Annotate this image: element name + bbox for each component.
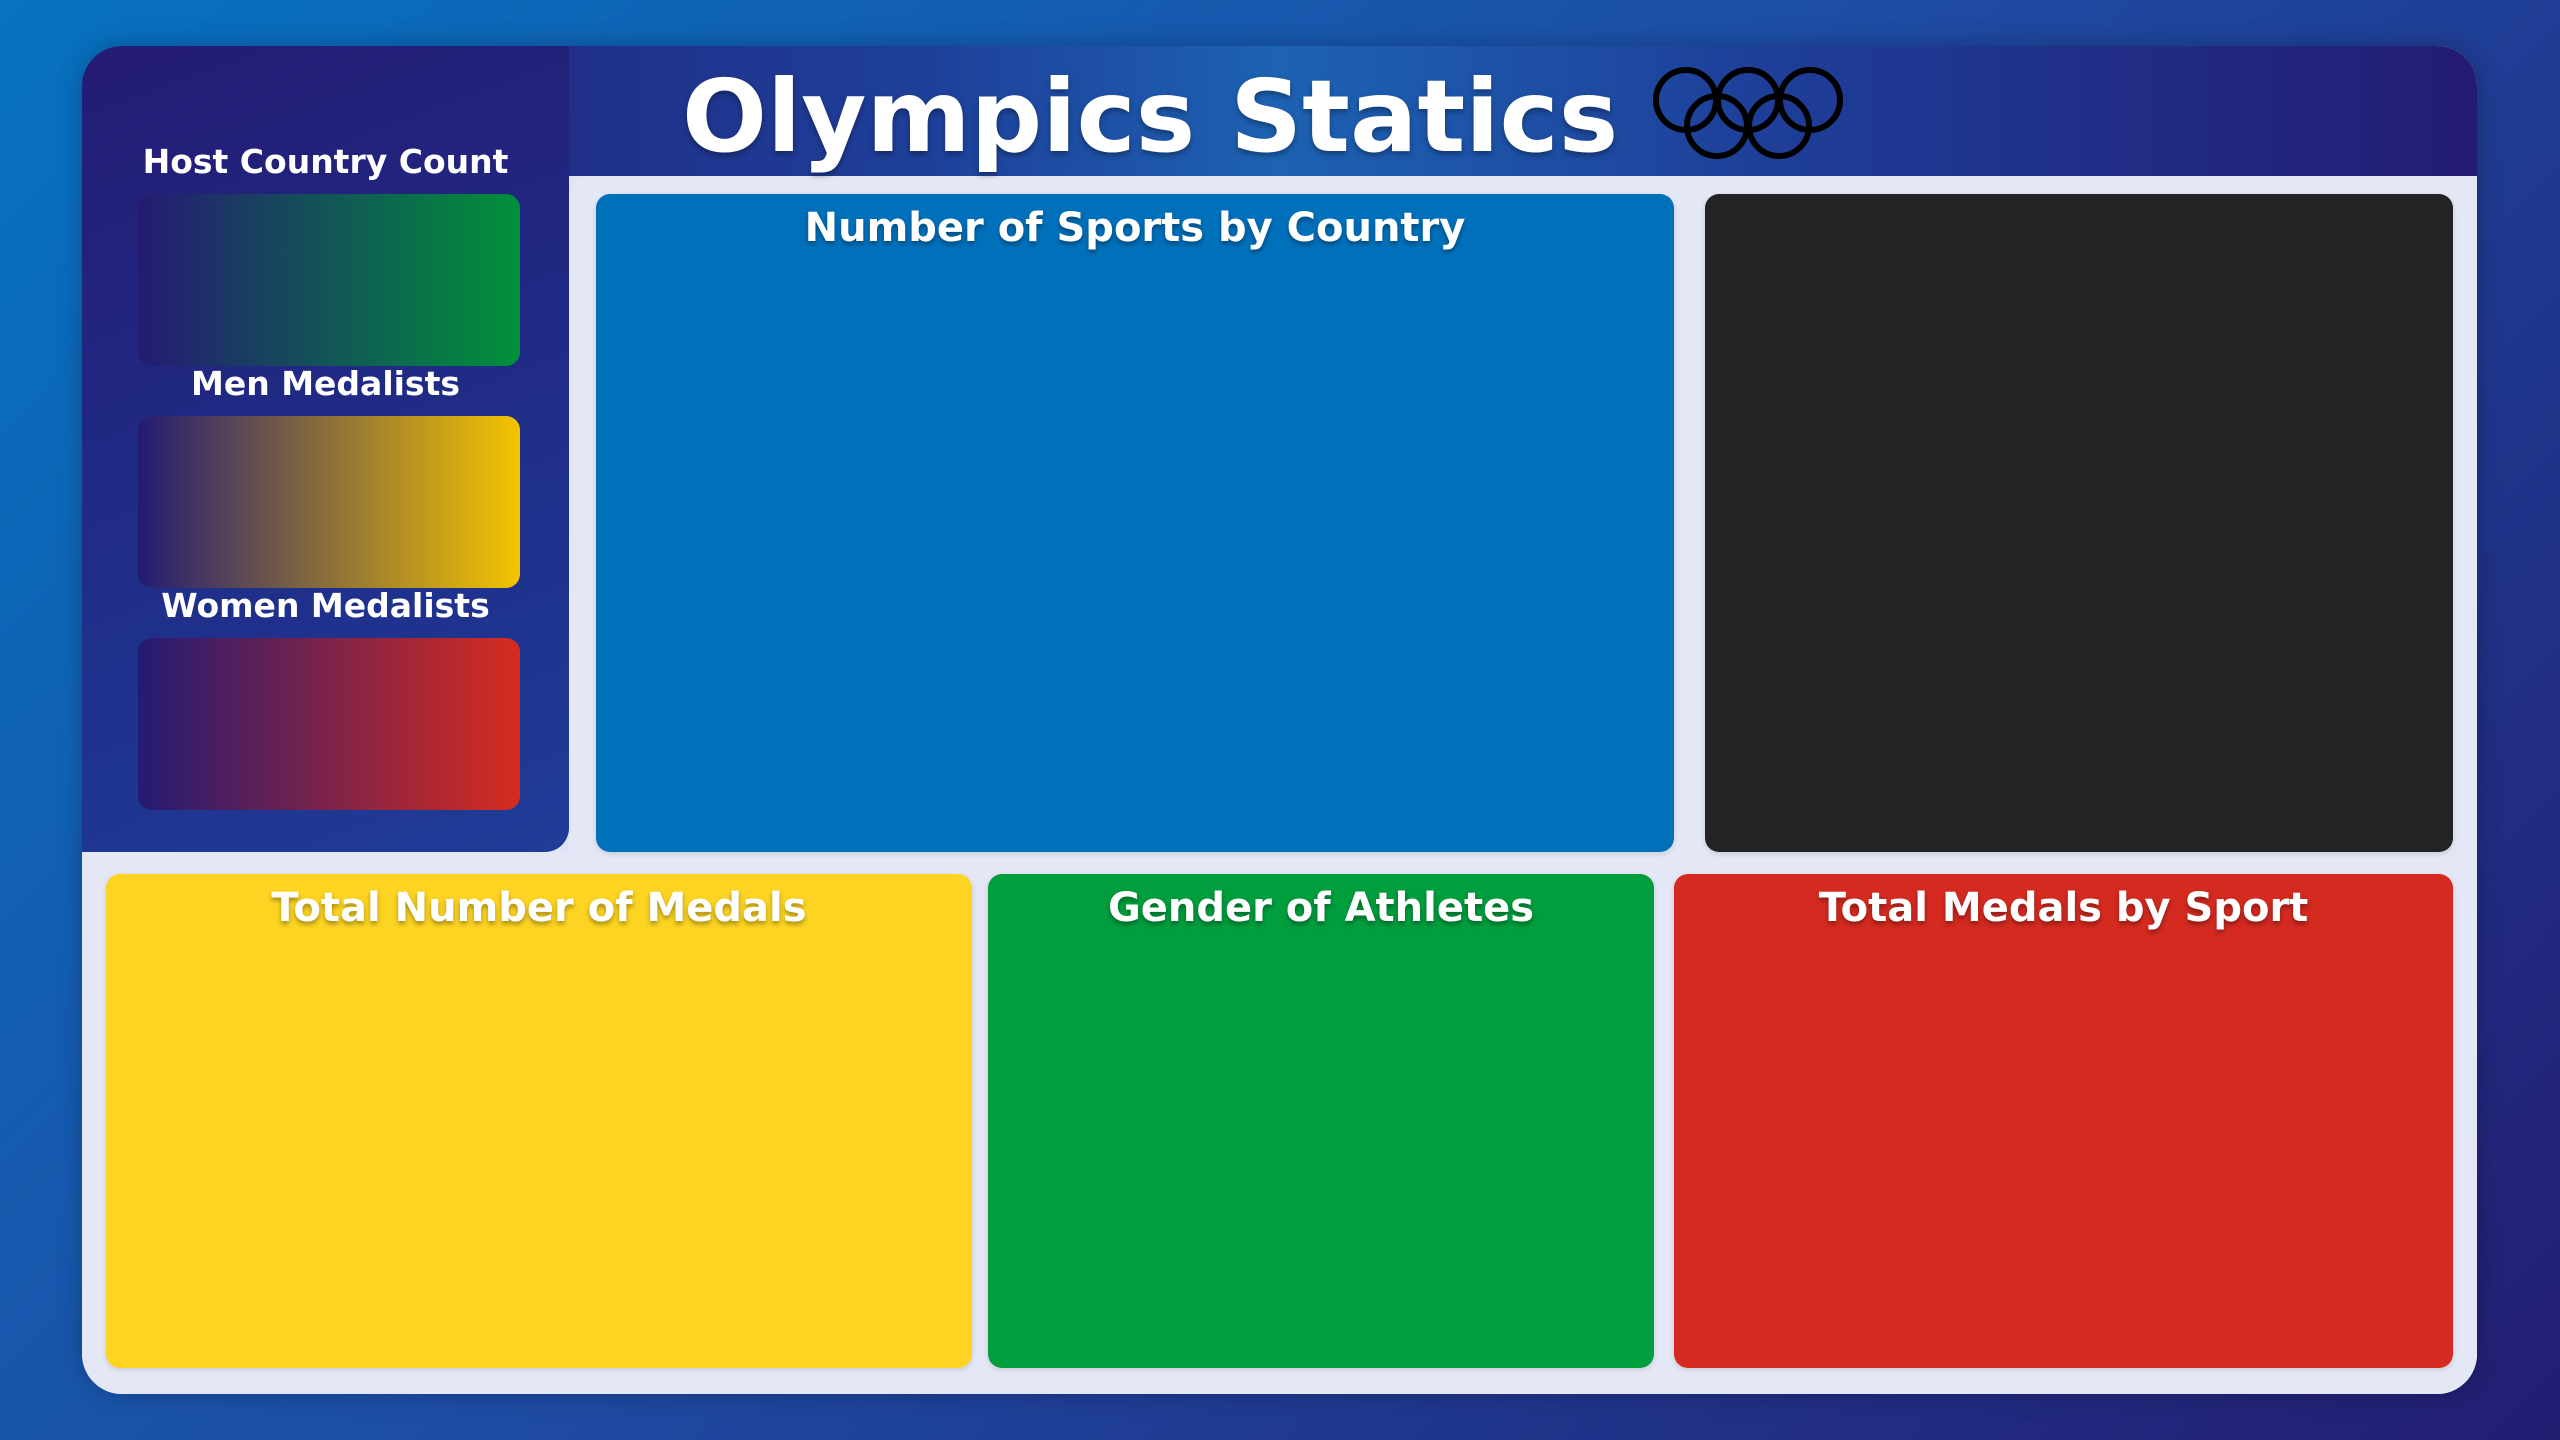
medals-by-sport-title: Total Medals by Sport — [1818, 885, 2309, 931]
sports-by-country-tile[interactable]: Number of Sports by Country — [596, 194, 1674, 852]
gender-tile[interactable]: Gender of Athletes — [988, 874, 1654, 1368]
sports-by-country-title: Number of Sports by Country — [804, 205, 1466, 251]
kpi-label-women-medalists: Women Medalists — [161, 586, 490, 625]
kpi-label-men-medalists: Men Medalists — [191, 364, 460, 403]
total-medals-tile[interactable]: Total Number of Medals — [106, 874, 972, 1368]
kpi-card-men-medalists[interactable] — [138, 416, 520, 588]
dark-panel-tile[interactable] — [1705, 194, 2453, 852]
page-title: Olympics Statics — [682, 58, 1619, 175]
gender-title: Gender of Athletes — [1107, 885, 1535, 931]
total-medals-title: Total Number of Medals — [271, 885, 807, 931]
header: Olympics Statics — [682, 52, 1848, 182]
kpi-card-women-medalists[interactable] — [138, 638, 520, 810]
medals-by-sport-tile[interactable]: Total Medals by Sport — [1674, 874, 2453, 1368]
olympic-rings-icon — [1653, 67, 1844, 159]
kpi-card-host-country[interactable] — [138, 194, 520, 366]
kpi-label-host-country: Host Country Count — [142, 142, 509, 181]
dashboard-frame: Olympics Statics Host Country Count Men … — [82, 46, 2477, 1394]
